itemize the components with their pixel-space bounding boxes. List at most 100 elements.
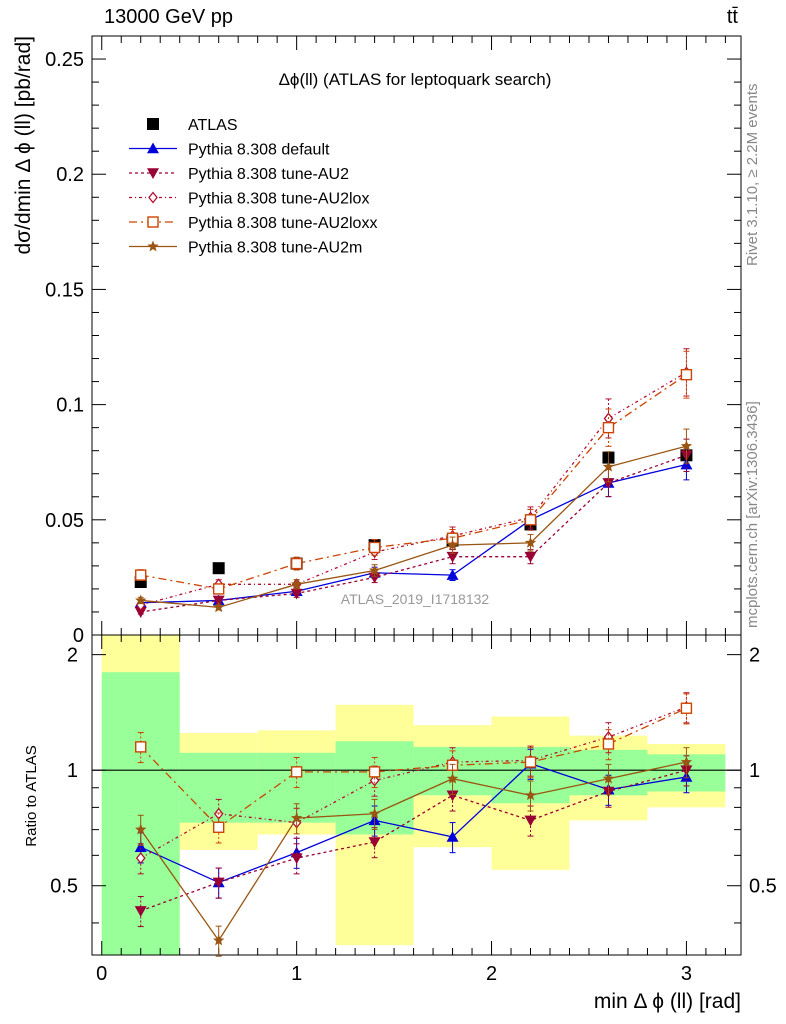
y-tick-label: 0 <box>73 625 84 647</box>
ratio-series-pythia-8-308-tune-au2 <box>134 755 693 928</box>
main-point-pythia-8-308-tune-au2m <box>680 440 693 451</box>
axis-ticks <box>92 35 741 955</box>
legend-label: Pythia 8.308 tune-AU2loxx <box>188 215 377 232</box>
ratio-y-tick-label: 2 <box>67 645 78 667</box>
legend-entry-pythia-8-308-tune-au2lox: Pythia 8.308 tune-AU2lox <box>129 191 369 208</box>
main-series-pythia-8-308-tune-au2m <box>135 428 693 613</box>
ratio-y-tick-label: 1 <box>67 760 78 782</box>
main-point-pythia-8-308-tune-au2m <box>135 594 147 606</box>
main-point-pythia-8-308-tune-au2 <box>212 595 225 607</box>
main-point-pythia-8-308-tune-au2 <box>524 551 537 563</box>
main-point-pythia-8-308-tune-au2m <box>524 536 537 548</box>
series-layer <box>134 348 693 957</box>
ratio-point-pythia-8-308-tune-au2m <box>212 934 225 946</box>
ratio-series-pythia-8-308-tune-au2m <box>135 747 693 957</box>
legend-entry-atlas: ATLAS <box>147 117 238 134</box>
ratio-point-pythia-8-308-tune-au2loxx <box>602 738 615 750</box>
main-point-pythia-8-308-tune-au2loxx <box>602 421 615 434</box>
legend-marker <box>147 142 159 154</box>
ratio-line-pythia-8-308-tune-au2lox <box>140 706 687 859</box>
ratio-point-pythia-8-308-tune-au2loxx <box>135 741 147 753</box>
legend-marker <box>148 191 158 204</box>
legend-entry-pythia-8-308-tune-au2loxx: Pythia 8.308 tune-AU2loxx <box>129 215 377 232</box>
main-point-pythia-8-308-tune-au2m <box>212 601 225 613</box>
ratio-y-tick-label-right: 1 <box>749 760 760 782</box>
ratio-point-pythia-8-308-tune-au2m <box>602 772 615 784</box>
legend-entry-pythia-8-308-default: Pythia 8.308 default <box>129 142 330 159</box>
ratio-point-pythia-8-308-tune-au2m <box>368 807 381 819</box>
ratio-point-pythia-8-308-tune-au2 <box>290 853 303 865</box>
ratio-point-pythia-8-308-tune-au2 <box>368 837 381 848</box>
main-point-pythia-8-308-tune-au2 <box>134 607 147 618</box>
main-point-atlas <box>212 562 225 575</box>
ratio-point-pythia-8-308-tune-au2 <box>212 877 225 889</box>
ratio-point-pythia-8-308-default <box>134 841 147 853</box>
main-point-pythia-8-308-tune-au2m <box>602 460 615 472</box>
ratio-point-pythia-8-308-tune-au2loxx <box>290 766 303 778</box>
y-tick-label: 0.25 <box>45 49 84 71</box>
ratio-point-pythia-8-308-tune-au2m <box>524 789 537 801</box>
main-point-pythia-8-308-tune-au2loxx <box>135 569 147 581</box>
ratio-line-pythia-8-308-default <box>140 762 687 884</box>
ratio-point-pythia-8-308-tune-au2loxx <box>368 766 381 778</box>
y-tick-label: 0.1 <box>56 395 84 417</box>
text-layer: 0 1 2 3 min Δ ϕ (ll) [rad] 0 0.05 0.1 0.15 0.2 0.2… <box>12 36 777 1013</box>
watermark: ATLAS_2019_I1718132 <box>341 591 490 607</box>
y-tick-label: 0.05 <box>45 510 84 532</box>
ratio-y-axis-title: Ratio to ATLAS <box>23 745 40 846</box>
ratio-point-pythia-8-308-tune-au2lox <box>135 852 146 865</box>
x-tick-label: 1 <box>291 963 302 985</box>
main-line-pythia-8-308-tune-au2loxx <box>140 374 687 590</box>
legend-label: Pythia 8.308 tune-AU2 <box>188 166 349 183</box>
main-point-pythia-8-308-tune-au2loxx <box>368 541 381 554</box>
main-point-pythia-8-308-tune-au2loxx <box>290 557 303 570</box>
ratio-point-pythia-8-308-tune-au2 <box>524 815 537 827</box>
ratio-point-pythia-8-308-default <box>446 830 459 842</box>
legend-label: Pythia 8.308 tune-AU2m <box>188 240 362 257</box>
ratio-point-pythia-8-308-tune-au2 <box>446 790 459 802</box>
ratio-y-tick-label-right: 0.5 <box>749 876 777 898</box>
main-point-pythia-8-308-tune-au2m <box>368 564 381 576</box>
y-tick-label: 0.2 <box>56 164 84 186</box>
legend-marker <box>147 168 159 179</box>
ratio-series-pythia-8-308-tune-au2loxx <box>135 693 693 844</box>
x-tick-label: 0 <box>96 963 107 985</box>
ratio-line-pythia-8-308-tune-au2m <box>140 761 687 942</box>
ratio-plot-frame <box>91 634 742 956</box>
ratio-point-pythia-8-308-tune-au2m <box>680 756 693 767</box>
ratio-point-pythia-8-308-tune-au2loxx <box>212 821 225 833</box>
main-line-pythia-8-308-tune-au2lox <box>140 371 687 606</box>
ratio-point-pythia-8-308-tune-au2loxx <box>680 702 693 714</box>
main-point-pythia-8-308-tune-au2m <box>446 539 459 550</box>
ratio-y-tick-label-right: 2 <box>749 645 760 667</box>
process-label: tt̄ <box>726 6 738 28</box>
ratio-line-pythia-8-308-tune-au2loxx <box>140 707 687 829</box>
x-axis-title: min Δ ϕ (ll) [rad] <box>594 990 741 1013</box>
legend-marker <box>147 216 159 228</box>
legend-entry-pythia-8-308-tune-au2: Pythia 8.308 tune-AU2 <box>129 166 349 183</box>
legend-marker <box>147 118 159 130</box>
main-point-pythia-8-308-tune-au2loxx <box>680 368 693 381</box>
legend-entry-pythia-8-308-tune-au2m: Pythia 8.308 tune-AU2m <box>129 240 362 257</box>
legend-label: Pythia 8.308 default <box>188 142 330 159</box>
plot-title: Δϕ(ll) (ATLAS for leptoquark search) <box>279 70 552 89</box>
ratio-point-pythia-8-308-tune-au2loxx <box>524 756 537 768</box>
ratio-point-pythia-8-308-tune-au2m <box>135 823 147 835</box>
main-line-pythia-8-308-tune-au2m <box>140 445 687 609</box>
main-point-pythia-8-308-tune-au2 <box>446 551 459 563</box>
legend-marker <box>147 240 159 252</box>
main-point-pythia-8-308-tune-au2 <box>368 572 381 584</box>
mcplots-label: mcplots.cern.ch [arXiv:1306.3436] <box>744 401 761 628</box>
rivet-label: Rivet 3.1.10, ≥ 2.2M events <box>744 83 761 267</box>
main-point-pythia-8-308-tune-au2loxx <box>524 514 537 526</box>
main-point-pythia-8-308-tune-au2m <box>290 578 303 590</box>
ratio-point-pythia-8-308-tune-au2m <box>290 812 303 823</box>
main-series-pythia-8-308-tune-au2loxx <box>135 350 693 595</box>
ratio-y-tick-label: 0.5 <box>50 876 78 898</box>
y-axis-title: dσ/dmin Δ ϕ (ll) [pb/rad] <box>12 36 35 255</box>
main-point-pythia-8-308-tune-au2loxx <box>212 583 225 595</box>
main-point-pythia-8-308-default <box>446 569 459 580</box>
ratio-line-pythia-8-308-tune-au2 <box>140 769 687 912</box>
x-tick-label: 3 <box>681 963 692 985</box>
